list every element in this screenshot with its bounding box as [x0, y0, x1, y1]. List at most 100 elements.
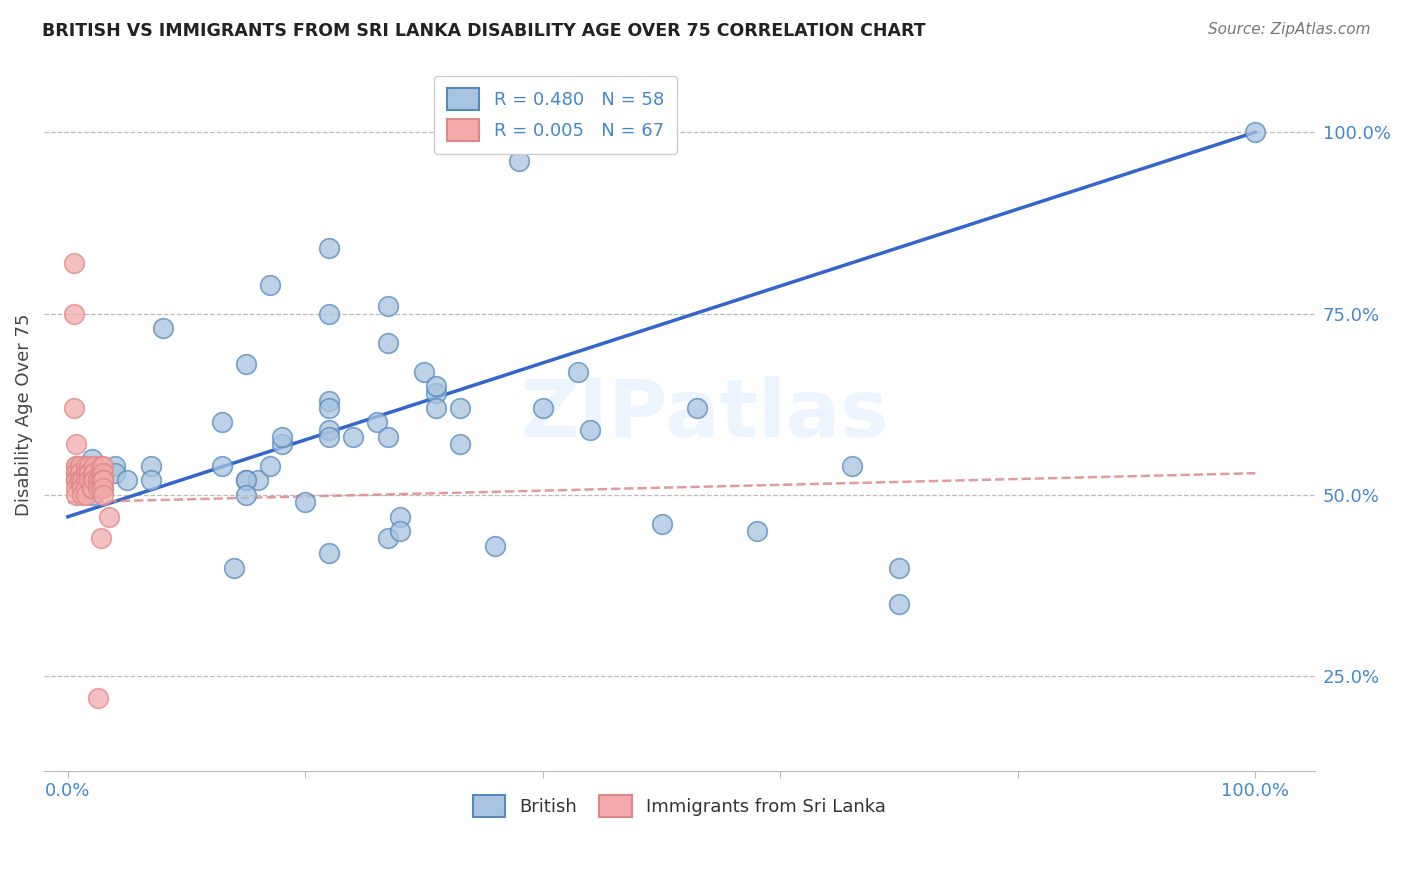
Point	[745, 524, 768, 539]
Point	[93, 474, 115, 488]
Point	[65, 474, 87, 488]
Point	[77, 474, 100, 488]
Point	[65, 437, 87, 451]
Point	[69, 466, 91, 480]
Point	[62, 256, 84, 270]
Point	[235, 474, 257, 488]
Point	[294, 495, 316, 509]
Point	[139, 474, 162, 488]
Point	[389, 524, 412, 539]
Point	[318, 423, 340, 437]
Point	[75, 481, 97, 495]
Point	[270, 430, 292, 444]
Point	[69, 466, 91, 480]
Point	[318, 393, 340, 408]
Point	[75, 466, 97, 480]
Point	[70, 474, 93, 488]
Point	[377, 335, 399, 350]
Point	[484, 539, 506, 553]
Point	[77, 466, 100, 480]
Text: Source: ZipAtlas.com: Source: ZipAtlas.com	[1208, 22, 1371, 37]
Point	[318, 430, 340, 444]
Point	[69, 474, 91, 488]
Point	[377, 430, 399, 444]
Point	[318, 401, 340, 415]
Point	[70, 481, 93, 495]
Point	[259, 458, 281, 473]
Point	[425, 386, 447, 401]
Point	[104, 458, 127, 473]
Point	[80, 481, 103, 495]
Point	[531, 401, 554, 415]
Point	[841, 458, 863, 473]
Point	[80, 481, 103, 495]
Point	[83, 474, 105, 488]
Point	[90, 474, 112, 488]
Point	[887, 597, 910, 611]
Point	[83, 474, 105, 488]
Point	[80, 481, 103, 495]
Point	[508, 125, 530, 139]
Point	[80, 481, 103, 495]
Point	[65, 466, 87, 480]
Point	[139, 458, 162, 473]
Point	[259, 277, 281, 292]
Point	[93, 458, 115, 473]
Point	[65, 458, 87, 473]
Point	[65, 474, 87, 488]
Point	[80, 474, 103, 488]
Point	[425, 379, 447, 393]
Point	[90, 466, 112, 480]
Point	[75, 458, 97, 473]
Text: BRITISH VS IMMIGRANTS FROM SRI LANKA DISABILITY AGE OVER 75 CORRELATION CHART: BRITISH VS IMMIGRANTS FROM SRI LANKA DIS…	[42, 22, 925, 40]
Point	[69, 458, 91, 473]
Point	[366, 416, 388, 430]
Point	[70, 481, 93, 495]
Point	[65, 488, 87, 502]
Y-axis label: Disability Age Over 75: Disability Age Over 75	[15, 314, 32, 516]
Point	[318, 241, 340, 255]
Point	[508, 154, 530, 169]
Point	[449, 437, 471, 451]
Point	[270, 437, 292, 451]
Point	[75, 488, 97, 502]
Point	[318, 307, 340, 321]
Point	[579, 423, 602, 437]
Point	[90, 481, 112, 495]
Point	[83, 466, 105, 480]
Point	[211, 416, 233, 430]
Point	[62, 401, 84, 415]
Point	[69, 474, 91, 488]
Point	[93, 488, 115, 502]
Point	[77, 466, 100, 480]
Point	[62, 307, 84, 321]
Point	[449, 401, 471, 415]
Point	[70, 488, 93, 502]
Point	[80, 451, 103, 466]
Point	[115, 474, 138, 488]
Point	[86, 691, 108, 706]
Point	[77, 474, 100, 488]
Point	[65, 481, 87, 495]
Point	[425, 401, 447, 415]
Point	[98, 509, 121, 524]
Point	[77, 458, 100, 473]
Point	[83, 466, 105, 480]
Point	[75, 474, 97, 488]
Point	[318, 546, 340, 560]
Point	[83, 458, 105, 473]
Point	[224, 560, 246, 574]
Point	[86, 474, 108, 488]
Point	[93, 474, 115, 488]
Point	[246, 474, 269, 488]
Point	[80, 488, 103, 502]
Point	[86, 474, 108, 488]
Point	[651, 516, 673, 531]
Point	[1244, 125, 1267, 139]
Point	[77, 474, 100, 488]
Point	[65, 458, 87, 473]
Point	[93, 474, 115, 488]
Text: ZIPatlas: ZIPatlas	[520, 376, 889, 454]
Legend: British, Immigrants from Sri Lanka: British, Immigrants from Sri Lanka	[464, 786, 896, 826]
Point	[77, 474, 100, 488]
